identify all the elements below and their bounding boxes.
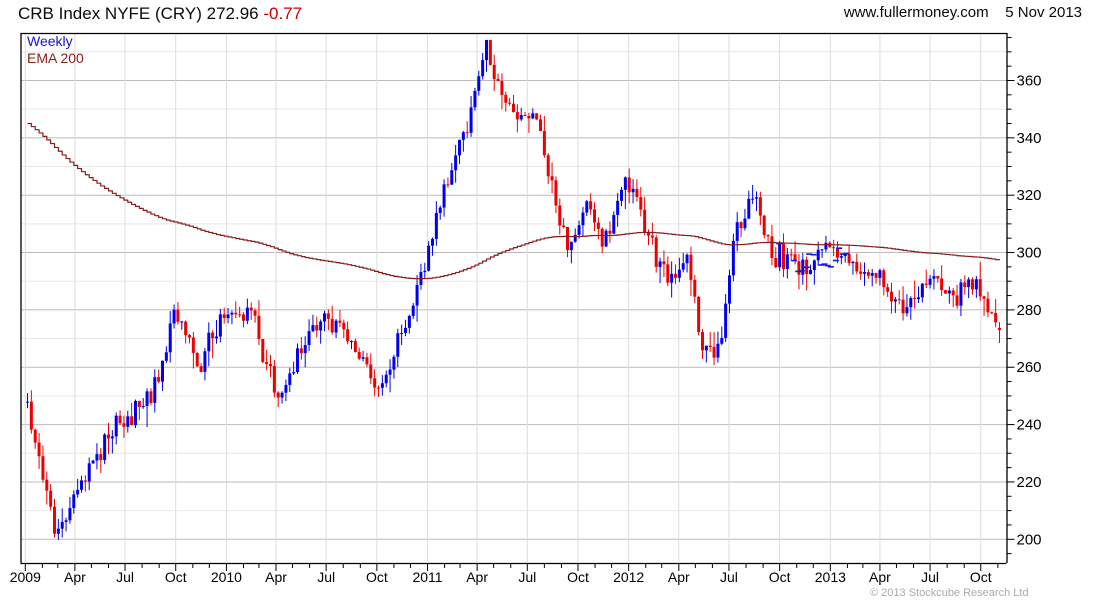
svg-text:Oct: Oct: [769, 569, 791, 585]
svg-text:2012: 2012: [613, 569, 644, 585]
svg-text:260: 260: [1017, 359, 1042, 376]
svg-text:Jul: Jul: [317, 569, 335, 585]
svg-text:2009: 2009: [10, 569, 41, 585]
svg-text:2010: 2010: [211, 569, 242, 585]
svg-text:Oct: Oct: [165, 569, 187, 585]
svg-text:Apr: Apr: [265, 569, 287, 585]
svg-text:360: 360: [1017, 72, 1042, 89]
svg-text:Oct: Oct: [366, 569, 388, 585]
svg-text:2011: 2011: [412, 569, 442, 585]
svg-text:Oct: Oct: [970, 569, 992, 585]
svg-text:Oct: Oct: [567, 569, 589, 585]
svg-text:Jul: Jul: [921, 569, 939, 585]
svg-text:Apr: Apr: [64, 569, 86, 585]
svg-text:280: 280: [1017, 302, 1042, 319]
svg-text:Apr: Apr: [668, 569, 690, 585]
svg-text:300: 300: [1017, 245, 1042, 262]
svg-text:Apr: Apr: [869, 569, 891, 585]
svg-text:340: 340: [1017, 130, 1042, 147]
svg-text:2013: 2013: [815, 569, 846, 585]
svg-text:Jul: Jul: [720, 569, 738, 585]
svg-text:Apr: Apr: [466, 569, 488, 585]
svg-text:200: 200: [1017, 531, 1042, 548]
svg-text:320: 320: [1017, 187, 1042, 204]
svg-text:Jul: Jul: [116, 569, 134, 585]
svg-text:220: 220: [1017, 474, 1042, 491]
svg-text:Jul: Jul: [518, 569, 536, 585]
svg-text:240: 240: [1017, 417, 1042, 434]
